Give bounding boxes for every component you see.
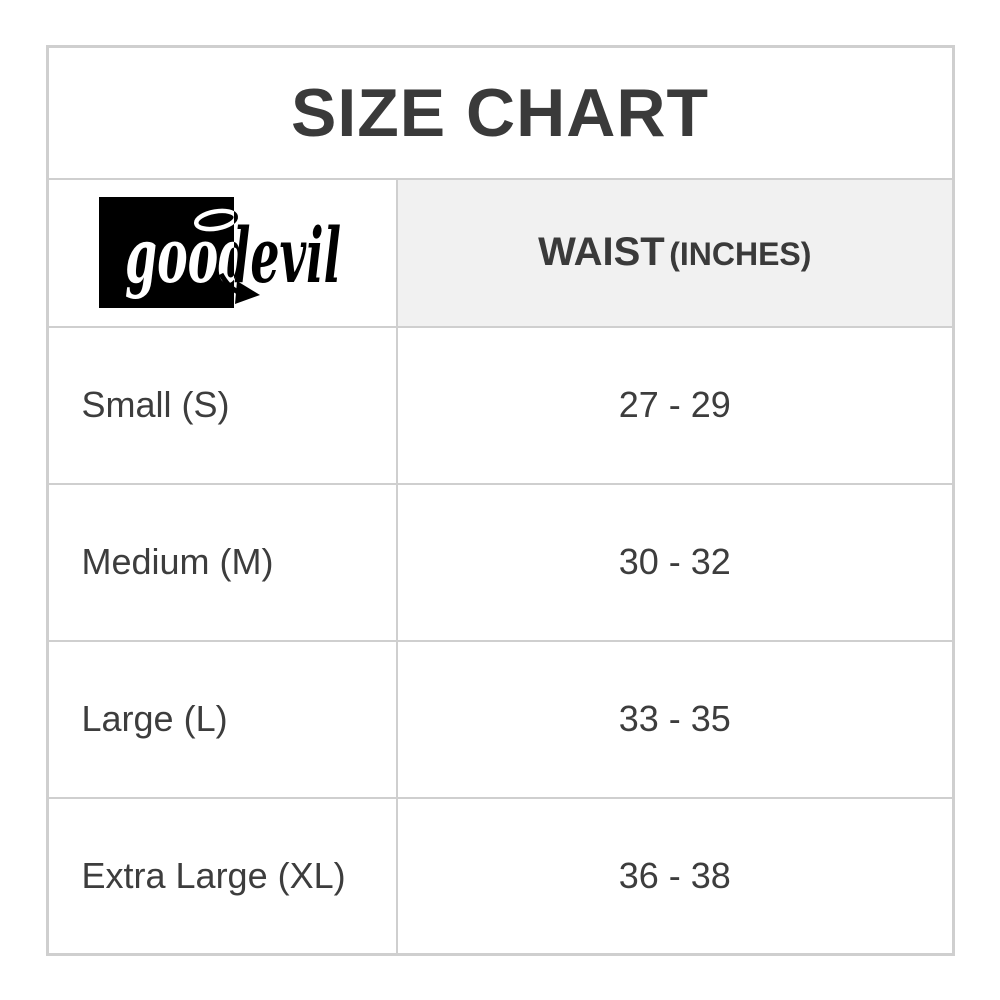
waist-range: 30 - 32	[396, 482, 954, 642]
waist-header-unit: (INCHES)	[669, 236, 812, 272]
size-label: Large (L)	[46, 639, 398, 799]
title-row: SIZE CHART	[46, 45, 954, 180]
size-row-medium: Medium (M) 30 - 32	[46, 482, 954, 642]
size-chart-table: SIZE CHART	[45, 45, 955, 956]
size-row-large: Large (L) 33 - 35	[46, 639, 954, 799]
goodevil-logo: goodevil goodevil	[98, 196, 341, 308]
halo-icon	[193, 208, 238, 231]
waist-range: 33 - 35	[396, 639, 954, 799]
size-row-small: Small (S) 27 - 29	[46, 325, 954, 485]
waist-header-label: WAIST	[538, 230, 665, 274]
size-label: Small (S)	[46, 325, 398, 485]
waist-header-cell: WAIST (INCHES)	[396, 177, 954, 328]
waist-range: 27 - 29	[396, 325, 954, 485]
waist-range: 36 - 38	[396, 796, 954, 956]
brand-wordmark-inverse: goodevil	[125, 211, 341, 300]
title-cell: SIZE CHART	[46, 45, 954, 180]
brand-logo-cell: goodevil goodevil	[46, 177, 398, 328]
size-label: Medium (M)	[46, 482, 398, 642]
brand-wordmark: goodevil	[125, 211, 341, 300]
size-row-extra-large: Extra Large (XL) 36 - 38	[46, 796, 954, 956]
page-title: SIZE CHART	[291, 74, 709, 151]
header-row: goodevil goodevil WAIST (INCHES)	[46, 177, 954, 328]
logo-black-square	[98, 196, 234, 308]
devil-tail-arrow-icon	[218, 272, 260, 304]
size-label: Extra Large (XL)	[46, 796, 398, 956]
